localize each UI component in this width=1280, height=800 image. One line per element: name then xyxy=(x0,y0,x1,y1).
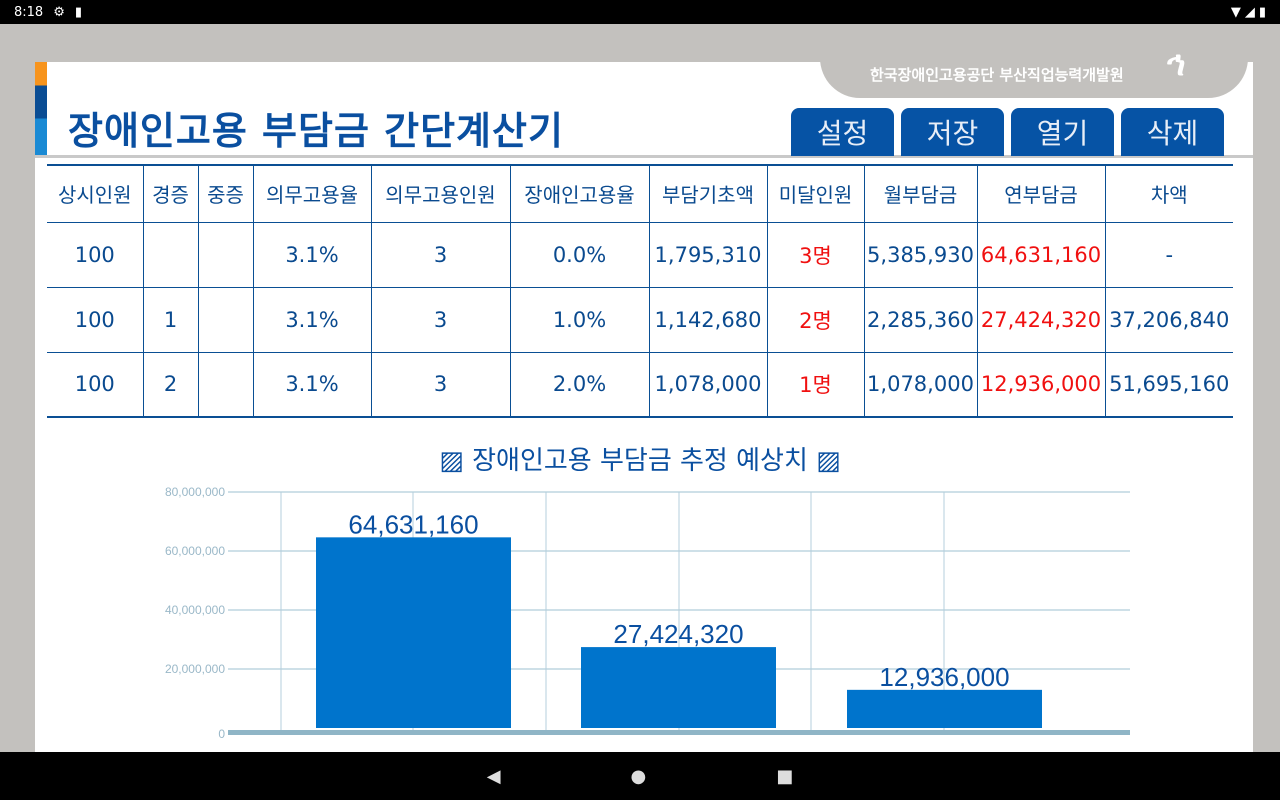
table-cell[interactable] xyxy=(197,287,253,353)
calc-table: 상시인원 경증 중증 의무고용율 의무고용인원 장애인고용율 부담기초액 미달인원 월부담금 연부… xyxy=(47,164,1233,418)
battery-icon: ▮ xyxy=(1258,4,1266,20)
table-row: 100 1 3.1% 3 1.0% 1,142,680 2명 2,285,360 27,424,… xyxy=(47,287,1233,353)
table-cell: 3 xyxy=(370,287,510,353)
column-header: 의무고용율 xyxy=(252,165,371,223)
back-icon[interactable]: ◀ xyxy=(486,765,501,787)
nav-bar: ◀ ● ■ xyxy=(0,752,1280,800)
y-tick-label: 80,000,000 xyxy=(165,485,225,499)
table-cell: 2.0% xyxy=(509,352,649,418)
y-tick-label: 60,000,000 xyxy=(165,544,225,558)
table-cell: - xyxy=(1104,222,1233,288)
table-cell[interactable]: 1 xyxy=(142,287,198,353)
sd-card-icon: ▮ xyxy=(74,4,83,20)
page-title: 장애인고용 부담금 간단계산기 xyxy=(68,109,564,153)
bar-value-label: 27,424,320 xyxy=(613,619,743,649)
table-cell: 3.1% xyxy=(252,222,371,288)
table-cell: 2,285,360 xyxy=(863,287,977,353)
recents-icon[interactable]: ■ xyxy=(776,765,794,787)
column-header: 월부담금 xyxy=(863,165,977,223)
org-header xyxy=(820,40,1248,98)
table-cell: 0.0% xyxy=(509,222,649,288)
column-header: 장애인고용율 xyxy=(509,165,649,223)
column-header: 차액 xyxy=(1104,165,1233,223)
table-cell: 1명 xyxy=(766,352,864,418)
column-header: 상시인원 xyxy=(47,165,143,223)
table-cell[interactable]: 100 xyxy=(47,222,143,288)
table-row: 100 2 3.1% 3 2.0% 1,078,000 1명 1,078,000 12,936,… xyxy=(47,352,1233,418)
bar xyxy=(847,689,1042,728)
table-cell[interactable] xyxy=(197,222,253,288)
delete-button[interactable]: 삭제 xyxy=(1121,108,1224,156)
y-tick-label: 40,000,000 xyxy=(165,603,225,617)
table-cell[interactable]: 2 xyxy=(142,352,198,418)
table-cell: 5,385,930 xyxy=(863,222,977,288)
bar-value-label: 12,936,000 xyxy=(879,662,1009,692)
chart-title: ▨ 장애인고용 부담금 추정 예상치 ▨ xyxy=(439,446,841,476)
column-header: 미달인원 xyxy=(766,165,864,223)
table-cell: 2명 xyxy=(766,287,864,353)
clock: 8:18 xyxy=(14,4,44,20)
open-button[interactable]: 열기 xyxy=(1011,108,1114,156)
settings-button[interactable]: 설정 xyxy=(791,108,894,156)
y-tick-label: 0 xyxy=(218,727,225,741)
divider xyxy=(35,155,1253,158)
table-cell[interactable]: 100 xyxy=(47,287,143,353)
table-cell: 3.1% xyxy=(252,352,371,418)
org-logo-icon: ኅ xyxy=(1166,44,1186,84)
status-bar: 8:18 ⚙ ▮ ▼ ◢ ▮ xyxy=(0,0,1280,24)
bar xyxy=(316,537,511,728)
column-header: 부담기초액 xyxy=(648,165,767,223)
table-cell: 51,695,160 xyxy=(1104,352,1233,418)
table-cell: 64,631,160 xyxy=(976,222,1105,288)
column-header: 중증 xyxy=(197,165,253,223)
x-axis-line xyxy=(228,730,1130,735)
org-name: 한국장애인고용공단 부산직업능력개발원 xyxy=(870,66,1124,84)
column-header: 연부담금 xyxy=(976,165,1105,223)
table-cell: 3 xyxy=(370,222,510,288)
table-cell: 1,078,000 xyxy=(648,352,767,418)
table-cell: 3.1% xyxy=(252,287,371,353)
home-icon[interactable]: ● xyxy=(630,765,647,787)
table-cell[interactable] xyxy=(142,222,198,288)
table-cell: 1,142,680 xyxy=(648,287,767,353)
table-cell: 37,206,840 xyxy=(1104,287,1233,353)
table-cell: 3명 xyxy=(766,222,864,288)
table-cell: 1,078,000 xyxy=(863,352,977,418)
table-row: 100 3.1% 3 0.0% 1,795,310 3명 5,385,930 64,631,1… xyxy=(47,222,1233,288)
table-cell: 1.0% xyxy=(509,287,649,353)
column-header: 의무고용인원 xyxy=(370,165,510,223)
table-cell: 1,795,310 xyxy=(648,222,767,288)
bar xyxy=(581,647,776,728)
table-cell[interactable]: 100 xyxy=(47,352,143,418)
save-button[interactable]: 저장 xyxy=(901,108,1004,156)
column-header: 경증 xyxy=(142,165,198,223)
brand-stripe xyxy=(35,62,47,156)
wifi-icon: ▼ xyxy=(1230,4,1241,20)
signal-icon: ◢ xyxy=(1244,4,1255,20)
gear-icon: ⚙ xyxy=(53,4,65,20)
table-cell: 12,936,000 xyxy=(976,352,1105,418)
table-cell[interactable] xyxy=(197,352,253,418)
table-cell: 27,424,320 xyxy=(976,287,1105,353)
table-cell: 3 xyxy=(370,352,510,418)
y-tick-label: 20,000,000 xyxy=(165,662,225,676)
bar-value-label: 64,631,160 xyxy=(348,509,478,539)
